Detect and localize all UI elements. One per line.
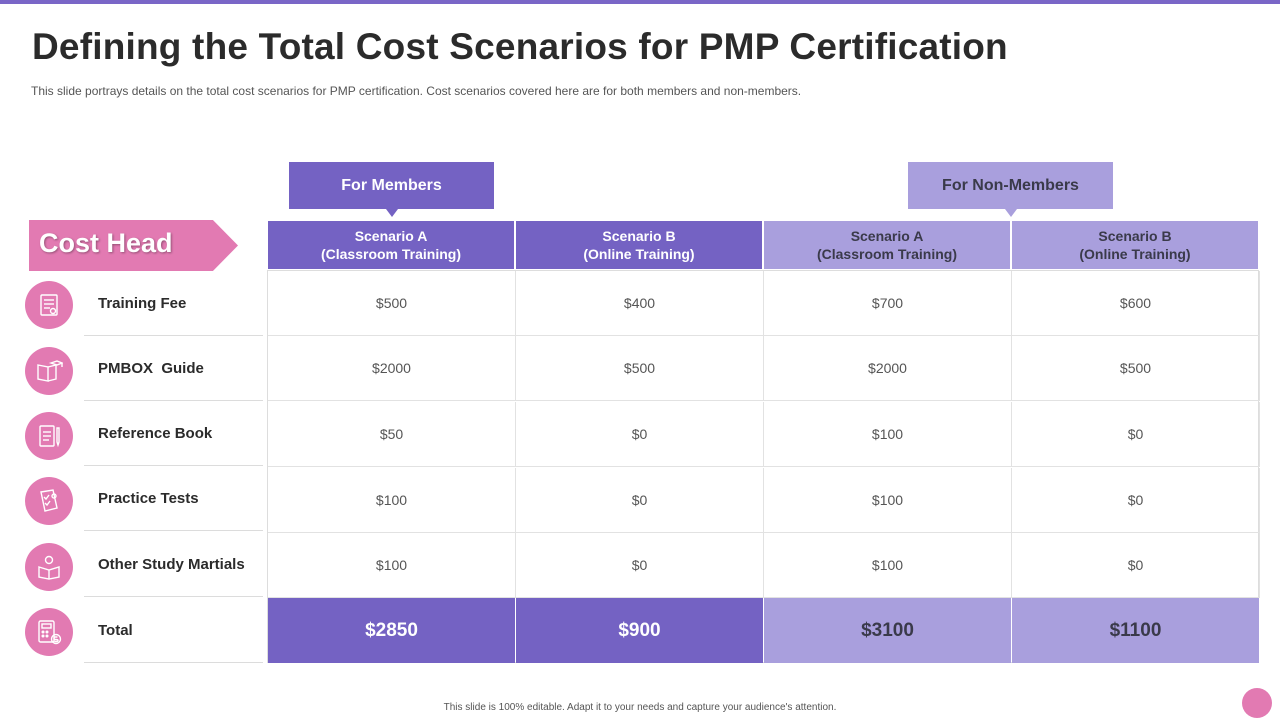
table-cell: $100 [764, 533, 1012, 598]
total-non-members-scenario-a: $3100 [764, 598, 1011, 663]
column-header-line1: Scenario B [1098, 228, 1172, 244]
certificate-icon [25, 281, 73, 329]
page-subtitle: This slide portrays details on the total… [31, 84, 802, 98]
column-header-members-scenario-a: Scenario A (Classroom Training) [268, 221, 514, 269]
table-cell: $100 [268, 468, 516, 533]
footer-note: This slide is 100% editable. Adapt it to… [443, 702, 837, 713]
group-label-non-members: For Non-Members [908, 162, 1113, 217]
row-label-training-fee: Training Fee [84, 271, 263, 336]
calculator-dollar-icon [25, 608, 73, 656]
table-cell: $500 [516, 336, 764, 401]
row-label-other-study-martials: Other Study Martials [84, 532, 263, 597]
column-header-line1: Scenario A [354, 228, 428, 244]
table-cell: $0 [1012, 402, 1260, 467]
table-cell: $100 [764, 468, 1012, 533]
table-cell: $400 [516, 271, 764, 336]
table-cell: $0 [516, 533, 764, 598]
table-cell: $0 [516, 402, 764, 467]
column-header-line2: (Online Training) [1079, 246, 1191, 262]
table-cell: $100 [268, 533, 516, 598]
test-sheet-icon [25, 477, 73, 525]
cost-head-label: Cost Head [39, 228, 173, 258]
total-non-members-scenario-b: $1100 [1012, 598, 1259, 663]
column-header-non-members-scenario-b: Scenario B (Online Training) [1012, 221, 1258, 269]
table-cell: $600 [1012, 271, 1260, 336]
table-cell: $2000 [764, 336, 1012, 401]
top-accent-bar [0, 0, 1280, 4]
group-label-members: For Members [289, 162, 494, 217]
table-cell: $0 [1012, 533, 1260, 598]
student-reading-icon [25, 543, 73, 591]
column-header-non-members-scenario-a: Scenario A (Classroom Training) [764, 221, 1010, 269]
column-header-members-scenario-b: Scenario B (Online Training) [516, 221, 762, 269]
row-label-pmbox-guide: PMBOX Guide [84, 336, 263, 401]
table-cell: $500 [1012, 336, 1260, 401]
table-cell: $100 [764, 402, 1012, 467]
column-header-line1: Scenario B [602, 228, 676, 244]
book-graduation-icon [25, 347, 73, 395]
table-cell: $50 [268, 402, 516, 467]
table-cell: $0 [516, 468, 764, 533]
table-cell: $2000 [268, 336, 516, 401]
row-label-total: Total [84, 598, 263, 663]
notebook-pen-icon [25, 412, 73, 460]
column-header-line2: (Classroom Training) [320, 246, 462, 262]
row-label-practice-tests: Practice Tests [84, 466, 263, 531]
column-header-line2: (Classroom Training) [816, 246, 958, 262]
row-label-reference-book: Reference Book [84, 401, 263, 466]
page-title: Defining the Total Cost Scenarios for PM… [32, 26, 1008, 67]
total-members-scenario-a: $2850 [268, 598, 515, 663]
cost-table-grid: $500 $400 $700 $600 $2000 $500 $2000 $50… [267, 270, 1260, 663]
table-cell: $700 [764, 271, 1012, 336]
table-cell: $0 [1012, 468, 1260, 533]
total-members-scenario-b: $900 [516, 598, 763, 663]
corner-decoration-circle [1242, 688, 1272, 718]
table-cell: $500 [268, 271, 516, 336]
cost-head-banner: Cost Head [29, 220, 238, 271]
column-header-line2: (Online Training) [583, 246, 695, 262]
column-header-line1: Scenario A [850, 228, 924, 244]
